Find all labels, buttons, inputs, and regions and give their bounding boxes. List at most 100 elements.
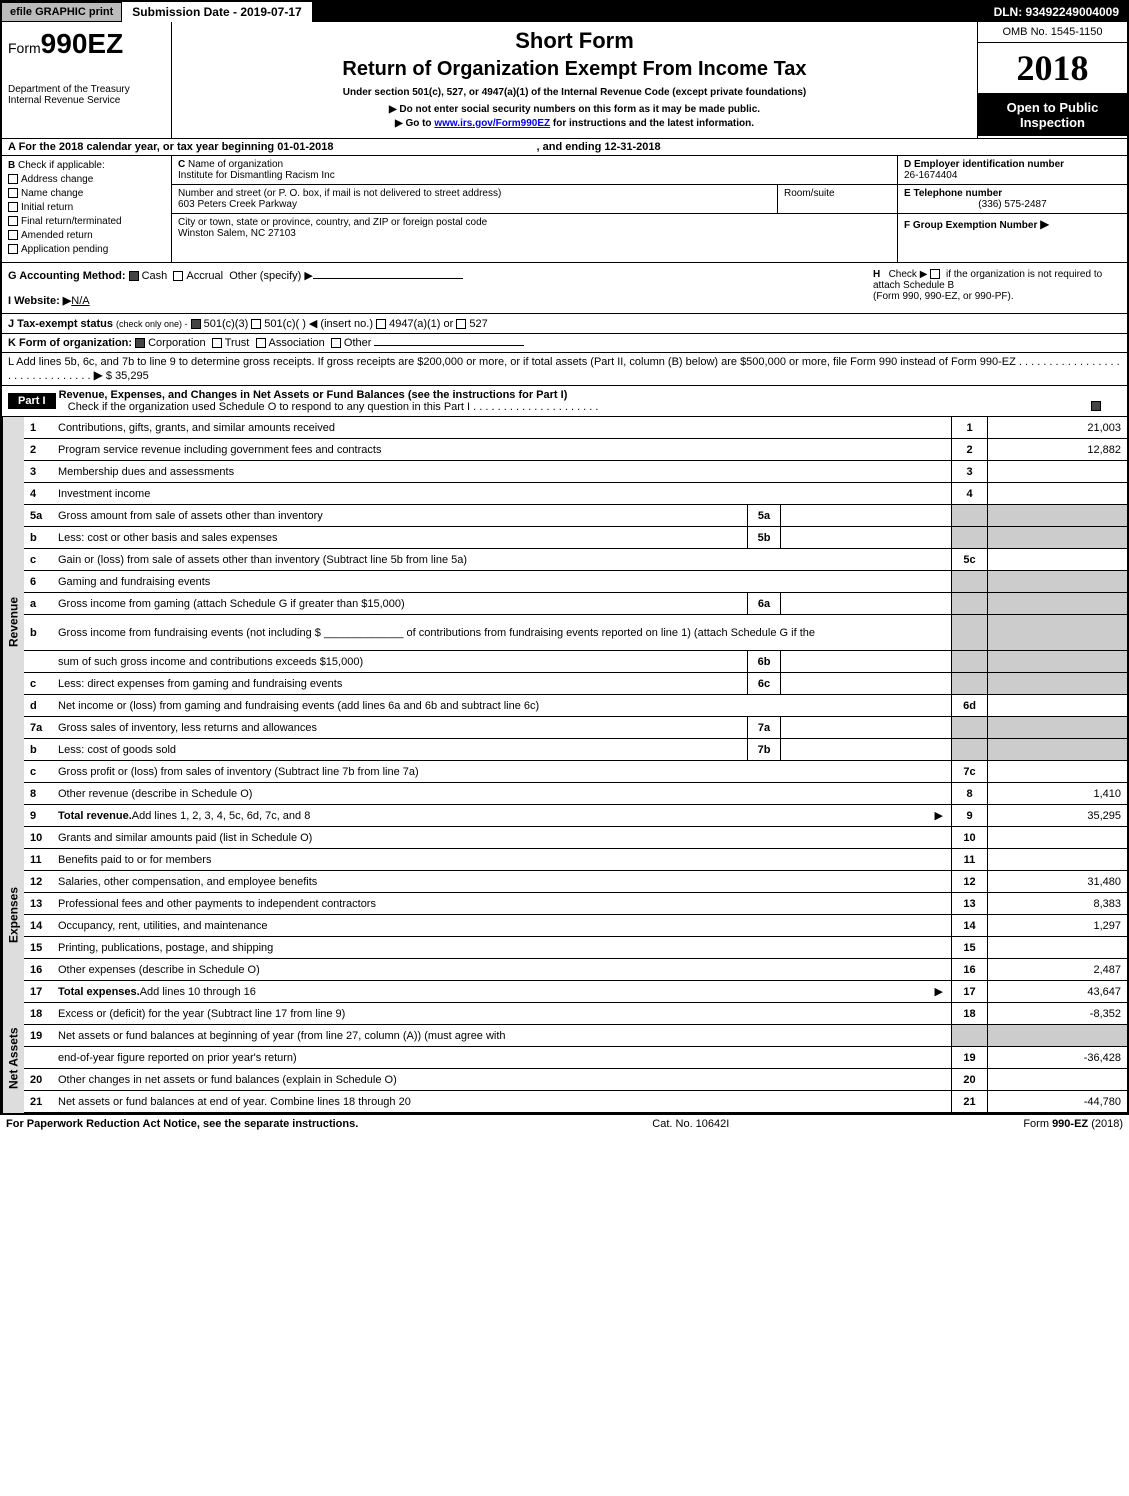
row-description: Membership dues and assessments <box>54 461 951 482</box>
row-description: Investment income <box>54 483 951 504</box>
radio-icon[interactable] <box>256 338 266 348</box>
radio-icon[interactable] <box>376 319 386 329</box>
right-col-number: 2 <box>951 439 987 460</box>
h-label: H <box>873 269 880 280</box>
right-col-value <box>987 549 1127 570</box>
dln-number: DLN: 93492249004009 <box>986 2 1127 22</box>
radio-icon[interactable] <box>191 319 201 329</box>
radio-icon[interactable] <box>129 271 139 281</box>
omb-number: OMB No. 1545-1150 <box>978 22 1127 43</box>
radio-icon[interactable] <box>331 338 341 348</box>
table-row: 11Benefits paid to or for members11 <box>24 849 1127 871</box>
check-name-change[interactable]: Name change <box>8 188 165 199</box>
right-col-value <box>987 717 1127 738</box>
website-value: N/A <box>71 295 89 307</box>
right-col-number <box>951 505 987 526</box>
netassets-table: 18Excess or (deficit) for the year (Subt… <box>24 1003 1127 1113</box>
row-description: Other revenue (describe in Schedule O) <box>54 783 951 804</box>
check-amended-return[interactable]: Amended return <box>8 230 165 241</box>
mid-col-number: 7a <box>747 717 781 738</box>
row-number: 9 <box>24 805 54 826</box>
table-row: 17Total expenses. Add lines 10 through 1… <box>24 981 1127 1003</box>
j-note: (check only one) - <box>116 319 188 329</box>
row-description: Net income or (loss) from gaming and fun… <box>54 695 951 716</box>
other-org-input[interactable] <box>374 345 524 346</box>
revenue-table: 1Contributions, gifts, grants, and simil… <box>24 417 1127 827</box>
check-address-change[interactable]: Address change <box>8 174 165 185</box>
dept-irs: Internal Revenue Service <box>8 95 165 106</box>
row-description: Gross income from gaming (attach Schedul… <box>54 593 747 614</box>
row-description: Gross sales of inventory, less returns a… <box>54 717 747 738</box>
row-description: Less: cost of goods sold <box>54 739 747 760</box>
row-description: Net assets or fund balances at end of ye… <box>54 1091 951 1112</box>
right-col-number <box>951 1025 987 1046</box>
efile-print-button[interactable]: efile GRAPHIC print <box>2 3 122 21</box>
header-center: Short Form Return of Organization Exempt… <box>172 22 977 138</box>
mid-col-value <box>781 505 951 526</box>
right-col-number: 10 <box>951 827 987 848</box>
table-row: dNet income or (loss) from gaming and fu… <box>24 695 1127 717</box>
checkbox-icon[interactable] <box>1091 401 1101 411</box>
mid-col-value <box>781 527 951 548</box>
footer-right: Form 990-EZ (2018) <box>1023 1118 1123 1130</box>
row-description: Salaries, other compensation, and employ… <box>54 871 951 892</box>
table-row: 6Gaming and fundraising events <box>24 571 1127 593</box>
section-d: D Employer identification number 26-1674… <box>898 156 1127 185</box>
table-row: bGross income from fundraising events (n… <box>24 615 1127 651</box>
row-description: Total revenue. Add lines 1, 2, 3, 4, 5c,… <box>54 805 951 826</box>
topbar-left: efile GRAPHIC print Submission Date - 20… <box>2 2 312 22</box>
right-col-number: 4 <box>951 483 987 504</box>
row-description: Occupancy, rent, utilities, and maintena… <box>54 915 951 936</box>
row-description: end-of-year figure reported on prior yea… <box>54 1047 951 1068</box>
section-j: J Tax-exempt status (check only one) - 5… <box>2 314 1127 334</box>
row-description: Gaming and fundraising events <box>54 571 951 592</box>
table-row: 12Salaries, other compensation, and empl… <box>24 871 1127 893</box>
right-col-value <box>987 827 1127 848</box>
section-c: C Name of organization Institute for Dis… <box>172 156 897 262</box>
row-number: 18 <box>24 1003 54 1024</box>
radio-icon[interactable] <box>173 271 183 281</box>
right-col-value <box>987 505 1127 526</box>
mid-col-value <box>781 673 951 694</box>
right-col-value: 2,487 <box>987 959 1127 980</box>
check-final-return[interactable]: Final return/terminated <box>8 216 165 227</box>
gh-row: G Accounting Method: Cash Accrual Other … <box>2 263 1127 314</box>
right-col-value: 21,003 <box>987 417 1127 438</box>
row-description: Contributions, gifts, grants, and simila… <box>54 417 951 438</box>
b-label: B <box>8 160 15 171</box>
checkbox-icon[interactable] <box>930 269 940 279</box>
right-col-number <box>951 717 987 738</box>
radio-icon[interactable] <box>251 319 261 329</box>
check-initial-return[interactable]: Initial return <box>8 202 165 213</box>
header-left: Form990EZ Department of the Treasury Int… <box>2 22 172 138</box>
instr2-suffix: for instructions and the latest informat… <box>550 118 754 129</box>
tax-year: 2018 <box>978 43 1127 94</box>
section-h: H Check ▶ if the organization is not req… <box>867 263 1127 313</box>
inspection-line2: Inspection <box>982 115 1123 130</box>
irs-link[interactable]: www.irs.gov/Form990EZ <box>434 118 550 129</box>
row-description: Program service revenue including govern… <box>54 439 951 460</box>
header-right: OMB No. 1545-1150 2018 Open to Public In… <box>977 22 1127 138</box>
h-text2: (Form 990, 990-EZ, or 990-PF). <box>873 291 1014 302</box>
radio-icon[interactable] <box>456 319 466 329</box>
netassets-section: Net Assets 18Excess or (deficit) for the… <box>2 1003 1127 1113</box>
table-row: 3Membership dues and assessments3 <box>24 461 1127 483</box>
row-description: Excess or (deficit) for the year (Subtra… <box>54 1003 951 1024</box>
checkbox-icon <box>8 216 18 226</box>
right-col-number: 20 <box>951 1069 987 1090</box>
table-row: 4Investment income4 <box>24 483 1127 505</box>
right-col-value <box>987 651 1127 672</box>
radio-icon[interactable] <box>135 338 145 348</box>
check-application-pending[interactable]: Application pending <box>8 244 165 255</box>
row-number: 5a <box>24 505 54 526</box>
table-row: bLess: cost or other basis and sales exp… <box>24 527 1127 549</box>
section-i: I Website: ▶N/A <box>8 294 861 307</box>
submission-date: Submission Date - 2019-07-17 <box>122 2 311 22</box>
inspection-badge: Open to Public Inspection <box>978 94 1127 136</box>
other-input[interactable] <box>313 278 463 279</box>
radio-icon[interactable] <box>212 338 222 348</box>
mid-col-number: 6c <box>747 673 781 694</box>
right-col-number: 3 <box>951 461 987 482</box>
org-addr: 603 Peters Creek Parkway <box>178 199 297 210</box>
checkbox-icon <box>8 230 18 240</box>
